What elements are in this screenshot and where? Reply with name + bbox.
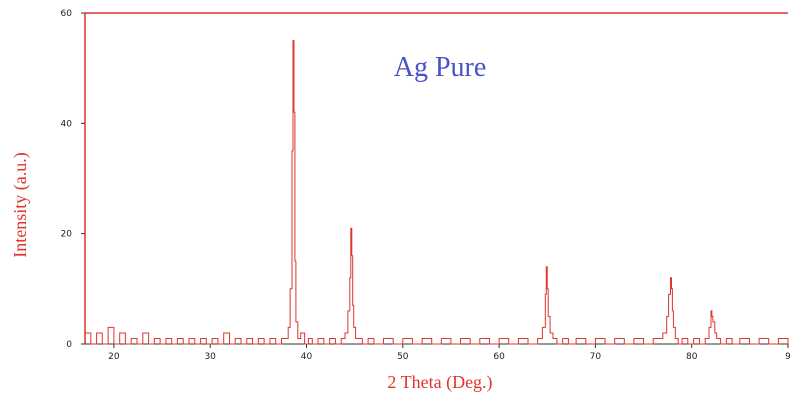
x-tick-label: 20 bbox=[108, 352, 120, 362]
x-tick-label: 40 bbox=[301, 352, 313, 362]
x-tick-label: 9 bbox=[785, 352, 790, 362]
y-axis-label: Intensity (a.u.) bbox=[10, 152, 31, 257]
chart-annotation: Ag Pure bbox=[394, 52, 487, 83]
x-axis-label: 2 Theta (Deg.) bbox=[387, 372, 492, 393]
x-tick-label: 60 bbox=[493, 352, 505, 362]
x-tick-label: 80 bbox=[686, 352, 698, 362]
y-tick-label: 40 bbox=[61, 119, 73, 129]
x-tick-label: 30 bbox=[204, 352, 216, 362]
y-tick-label: 20 bbox=[61, 230, 73, 240]
x-tick-label: 50 bbox=[397, 352, 409, 362]
series-line bbox=[85, 40, 789, 345]
series-layer bbox=[85, 40, 789, 345]
y-tick-label: 0 bbox=[66, 340, 72, 350]
x-tick-label: 70 bbox=[590, 352, 602, 362]
y-tick-label: 60 bbox=[61, 9, 73, 19]
